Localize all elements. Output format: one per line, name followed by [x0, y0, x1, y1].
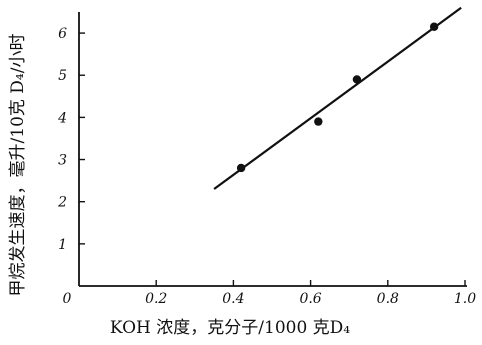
- x-axis-label: KOH 浓度，克分子/1000 克D₄: [110, 318, 350, 338]
- x-tick-label: 0: [63, 291, 72, 307]
- y-ticks: 1 2 3 4 5 6: [57, 26, 85, 253]
- x-tick-label: 0.6: [299, 291, 321, 307]
- x-tick-label: 0.4: [222, 291, 244, 307]
- fit-line: [213, 6, 462, 190]
- data-point: [429, 22, 439, 31]
- x-ticks: 0 0.2 0.4 0.6 0.8 1.0: [63, 280, 476, 307]
- y-tick-label: 2: [57, 195, 67, 211]
- x-tick-label: 0.2: [145, 291, 167, 307]
- data-points: [236, 22, 439, 173]
- y-axis-label: 甲烷发生速度，毫升/10克 D₄/小时: [8, 34, 28, 297]
- y-tick-label: 4: [57, 110, 67, 126]
- axes: [78, 12, 467, 287]
- y-tick-label: 3: [58, 153, 67, 169]
- y-tick-label: 6: [58, 26, 67, 42]
- y-tick-label: 1: [58, 237, 67, 253]
- data-point: [314, 117, 323, 126]
- y-tick-label: 5: [58, 68, 67, 84]
- x-tick-label: 0.8: [377, 291, 399, 307]
- data-point: [352, 75, 362, 84]
- data-point: [236, 163, 246, 173]
- x-tick-label: 1.0: [454, 291, 476, 307]
